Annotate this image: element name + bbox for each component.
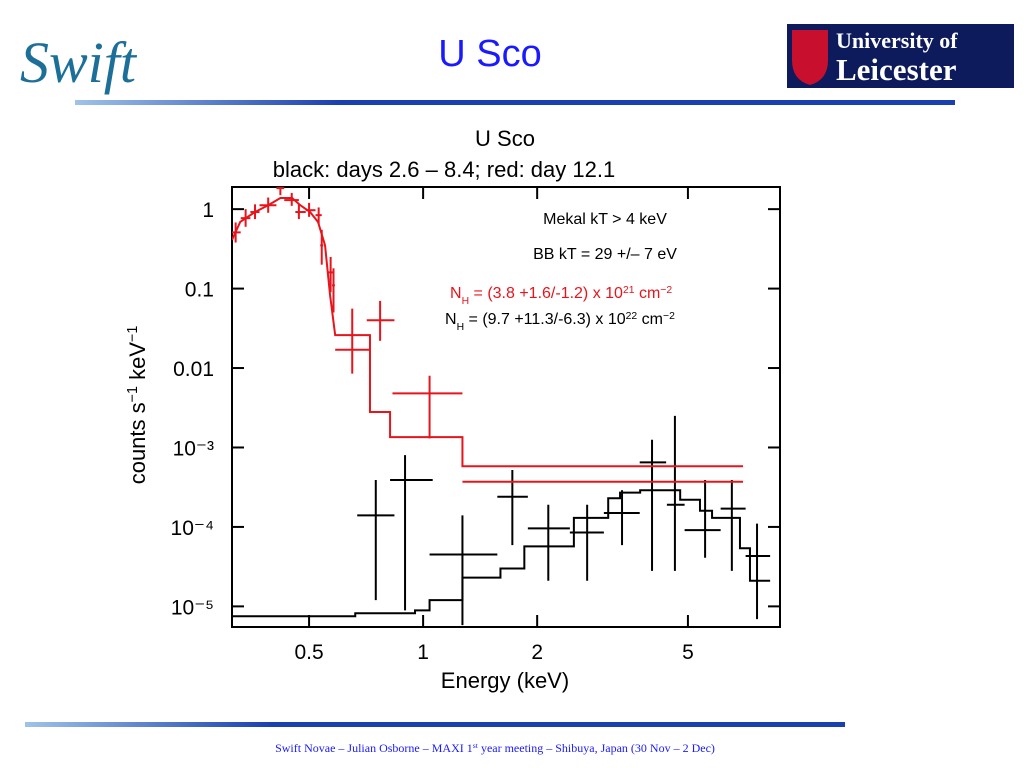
logo-text: University of	[836, 28, 958, 53]
footer-text: Swift Novae – Julian Osborne – MAXI 1st …	[275, 741, 715, 756]
logo-text: Leicester	[836, 52, 957, 87]
x-tick-label: 2	[531, 641, 543, 664]
text-part: = (9.7 +11.3/-6.3) x 10	[464, 311, 626, 328]
logo-shield	[792, 30, 828, 85]
logo-swift: Swift	[20, 30, 138, 95]
text-part: H	[457, 322, 465, 333]
text-part: BB kT = 29 +/– 7 eV	[533, 246, 677, 263]
header-rule	[75, 100, 955, 105]
y-tick-label: 10⁻⁵	[171, 596, 214, 619]
model-line	[232, 197, 744, 468]
x-tick-label: 0.5	[294, 641, 323, 664]
text-part: −2	[660, 285, 672, 296]
annotation: Mekal kT > 4 keV	[543, 211, 667, 228]
footer-rule	[25, 722, 845, 727]
y-axis-label: counts s−1 keV−1	[125, 326, 150, 485]
x-tick-label: 1	[417, 641, 429, 664]
text-part: −1	[125, 326, 141, 342]
model-line	[232, 489, 771, 618]
text-part: = (3.8 +1.6/-1.2) x 10	[469, 285, 623, 302]
text-part: counts s	[125, 402, 150, 484]
text-part: −1	[125, 386, 141, 402]
text-part: Swift Novae – Julian Osborne – MAXI 1	[275, 741, 473, 755]
text-part: 22	[626, 311, 638, 322]
text-part: N	[450, 285, 462, 302]
text-part: N	[445, 311, 457, 328]
plot-area	[232, 187, 771, 626]
x-axis-label: Energy (keV)	[441, 668, 569, 693]
text-part: −2	[663, 311, 675, 322]
y-tick-label: 10⁻³	[173, 437, 214, 460]
text-part: Mekal kT > 4 keV	[543, 211, 667, 228]
chart-subtitle: black: days 2.6 – 8.4; red: day 12.1	[273, 157, 615, 182]
y-tick-label: 1	[202, 199, 214, 222]
x-tick-label: 5	[682, 641, 694, 664]
y-tick-label: 0.01	[173, 358, 214, 381]
text-part: cm	[635, 285, 661, 302]
text-part: H	[462, 296, 470, 307]
annotation: NH = (9.7 +11.3/-6.3) x 1022 cm−2	[445, 311, 675, 333]
annotation: BB kT = 29 +/– 7 eV	[533, 246, 677, 263]
text-part: cm	[637, 311, 663, 328]
logo-leicester: University of Leicester	[787, 24, 1014, 88]
y-tick-label: 0.1	[185, 279, 214, 302]
text-part: 21	[623, 285, 635, 296]
text-part: st	[473, 741, 479, 750]
slide-title: U Sco	[438, 33, 541, 75]
plot-frame	[231, 186, 781, 628]
annotation: NH = (3.8 +1.6/-1.2) x 1021 cm−2	[450, 285, 672, 307]
chart-title: U Sco	[475, 126, 535, 151]
text-part: keV	[125, 342, 150, 386]
text-part: year meeting – Shibuya, Japan (30 Nov – …	[478, 741, 715, 755]
y-tick-label: 10⁻⁴	[171, 517, 214, 540]
